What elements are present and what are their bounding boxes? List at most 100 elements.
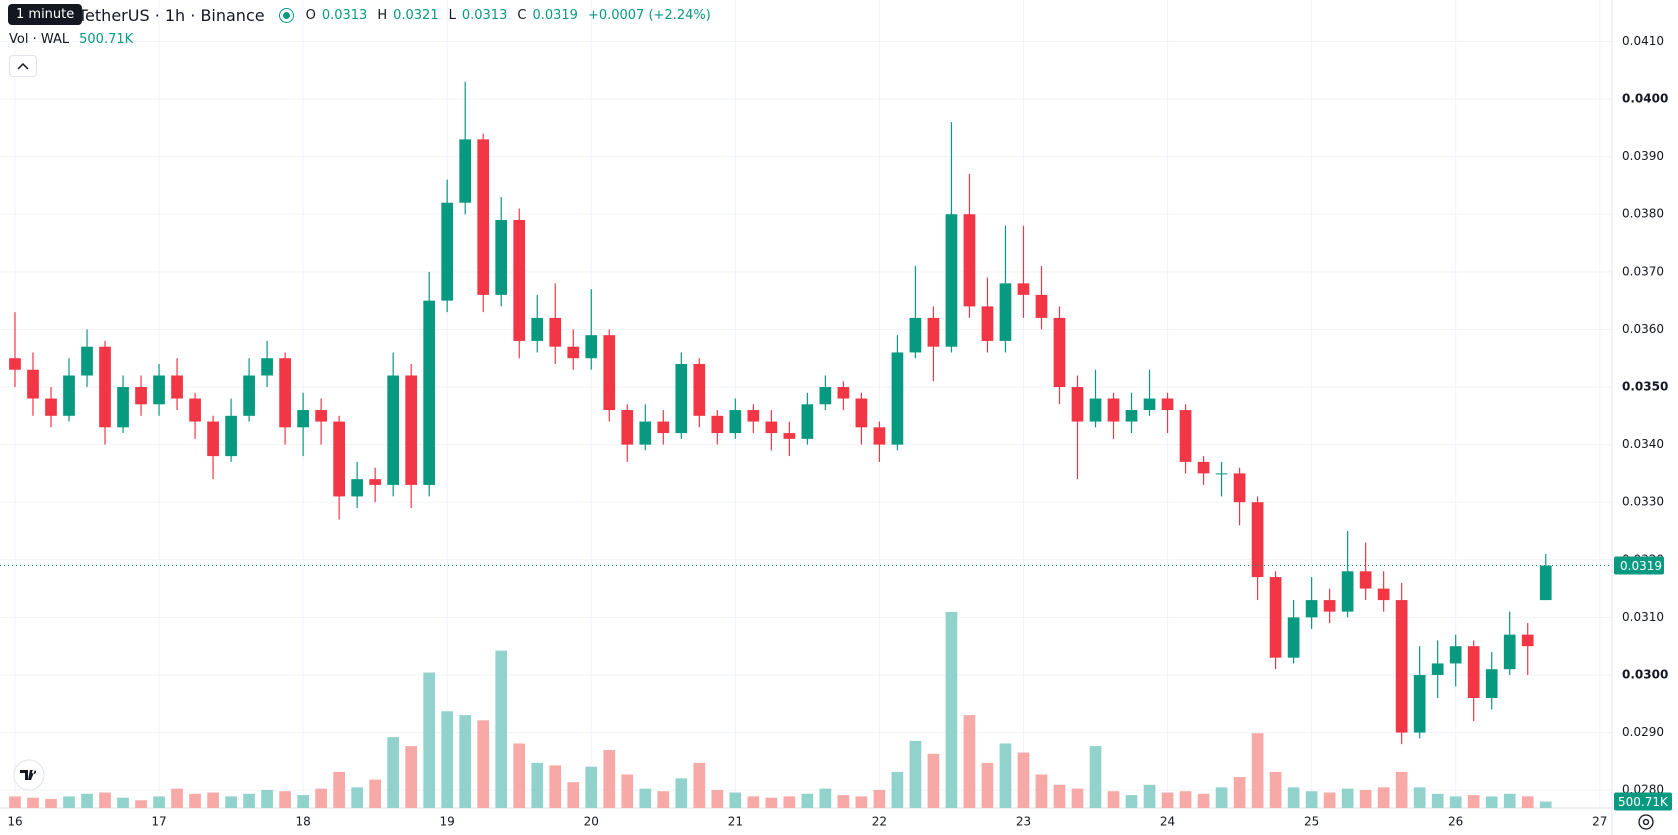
candle-body xyxy=(1431,663,1444,675)
candle-body xyxy=(315,410,327,422)
candle-body xyxy=(441,202,454,301)
candle-body xyxy=(1467,646,1480,699)
candle-body xyxy=(603,335,616,411)
candle-body xyxy=(1305,600,1318,618)
candle-body xyxy=(693,363,706,416)
candle-body xyxy=(1143,398,1156,411)
candle-body xyxy=(855,398,868,428)
volume-bar xyxy=(621,774,634,808)
x-tick-label: 16 xyxy=(7,815,22,829)
candle-body xyxy=(387,375,400,485)
volume-bar xyxy=(1449,796,1462,808)
candle-body xyxy=(81,346,93,376)
candle-body xyxy=(297,410,309,428)
x-tick-label: 21 xyxy=(728,815,743,829)
y-tick-label: 0.0300 xyxy=(1622,667,1668,681)
candle-body xyxy=(333,421,345,497)
candle-body xyxy=(711,415,724,434)
volume-bar xyxy=(1053,784,1066,808)
volume-bar xyxy=(315,788,327,808)
candle-body xyxy=(477,139,490,295)
volume-bar xyxy=(711,789,724,808)
volume-bar xyxy=(369,779,382,808)
chevron-icon xyxy=(17,62,29,70)
candle-body xyxy=(1071,387,1084,422)
candle-body xyxy=(1269,577,1282,658)
candle-body xyxy=(1323,600,1336,612)
volume-bar xyxy=(1017,752,1030,808)
volume-bar xyxy=(1323,792,1336,808)
volume-bar xyxy=(387,737,400,808)
volume-bar xyxy=(1305,791,1318,808)
volume-bar xyxy=(765,797,778,808)
settings-icon[interactable] xyxy=(1638,814,1654,830)
candle-body xyxy=(1521,634,1534,647)
x-tick-label: 24 xyxy=(1160,815,1175,829)
volume-bar xyxy=(981,762,994,808)
logo-mark xyxy=(20,770,37,780)
market-status[interactable] xyxy=(278,8,294,23)
candle-body xyxy=(1377,588,1390,601)
volume-bar xyxy=(279,791,291,808)
volume-bar xyxy=(729,792,742,808)
volume-bar xyxy=(117,797,129,808)
candle-body xyxy=(1035,294,1048,318)
y-tick-label: 0.0330 xyxy=(1622,495,1664,509)
candle-body xyxy=(351,479,364,497)
volume-bar xyxy=(747,796,760,808)
volume-bar xyxy=(1287,787,1300,808)
y-tick-label: 0.0370 xyxy=(1622,264,1664,278)
candle-body xyxy=(1485,669,1498,699)
candle-body xyxy=(837,387,850,399)
change-value: +0.0007 (+2.24%) xyxy=(587,8,711,23)
candle-body xyxy=(963,214,976,307)
volume-badge-label: 500.71K xyxy=(1618,795,1669,809)
volume-bar xyxy=(171,788,183,808)
x-tick-label: 18 xyxy=(295,815,310,829)
volume-bar xyxy=(9,796,21,808)
x-tick-label: 25 xyxy=(1304,815,1319,829)
volume-bar xyxy=(1269,771,1282,808)
candle-body xyxy=(747,410,760,422)
candle-body xyxy=(1179,410,1192,462)
volume-bar xyxy=(135,800,147,808)
candle-body xyxy=(549,317,562,347)
volume-bar xyxy=(189,793,201,808)
volume-title[interactable]: Vol · WAL xyxy=(9,32,70,47)
volume-bar xyxy=(639,788,652,808)
volume-bar xyxy=(63,796,75,808)
legend-header: TetherUS · 1h · Binance O 0.0313 H 0.0321 … xyxy=(78,6,715,25)
candle-body xyxy=(729,410,742,434)
candle-body xyxy=(891,352,904,445)
volume-bar xyxy=(783,796,796,808)
candle-body xyxy=(801,404,814,439)
candle-body xyxy=(405,375,418,485)
volume-bar xyxy=(1107,791,1120,808)
volume-bar xyxy=(405,746,418,808)
volume-bar xyxy=(693,762,706,808)
collapse-button[interactable] xyxy=(9,55,37,77)
volume-bar xyxy=(1377,787,1390,808)
volume-bar xyxy=(153,796,165,808)
candle-body xyxy=(531,317,544,341)
volume-bar xyxy=(855,796,868,808)
volume-bar xyxy=(819,788,832,808)
high-key: H xyxy=(377,8,388,23)
volume-bar xyxy=(225,796,237,808)
candle-body xyxy=(1449,646,1462,664)
volume-bar xyxy=(1521,796,1534,808)
candle-body xyxy=(117,387,129,428)
candle-body xyxy=(261,358,273,376)
low-key: L xyxy=(448,8,456,23)
volume-bar xyxy=(243,793,255,808)
volume-legend: Vol · WAL 500.71K xyxy=(9,32,133,47)
volume-bar xyxy=(333,771,345,808)
candle-body xyxy=(1395,600,1408,733)
y-tick-label: 0.0310 xyxy=(1622,610,1664,624)
symbol-title[interactable]: TetherUS · 1h · Binance xyxy=(78,6,265,25)
volume-bar xyxy=(45,798,57,808)
candle-body xyxy=(585,335,598,359)
volume-bar xyxy=(945,611,958,808)
volume-bar xyxy=(459,715,472,808)
